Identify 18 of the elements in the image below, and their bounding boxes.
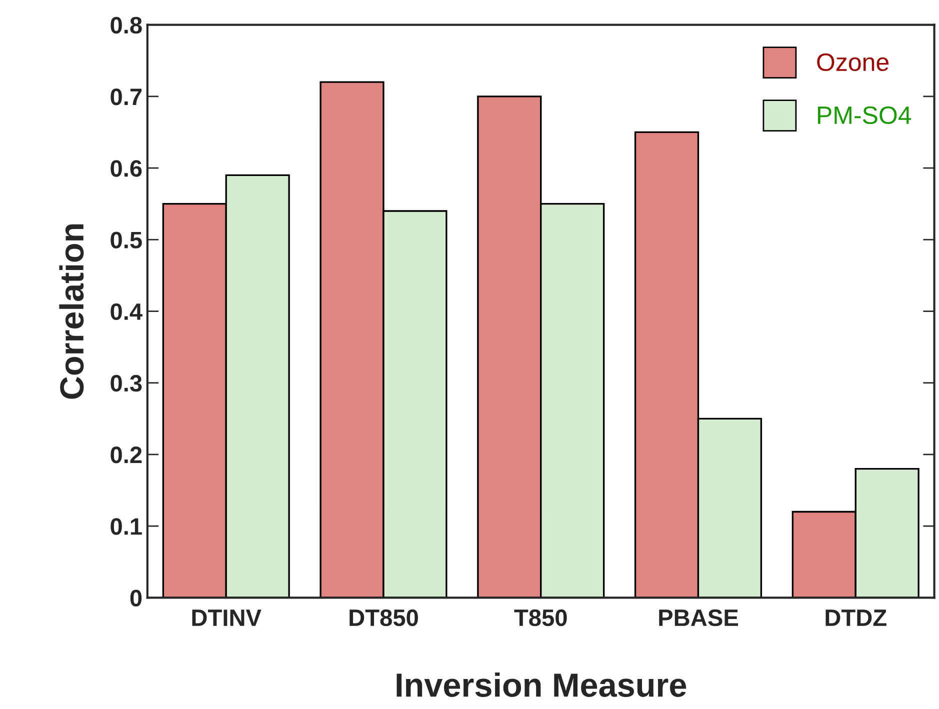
- legend-label: PM-SO4: [818, 106, 912, 124]
- y-tick-label: 0.6: [110, 160, 142, 177]
- y-tick-label: 0.8: [110, 16, 142, 34]
- y-tick-label: 0.2: [110, 446, 142, 464]
- x-tick-label: T850: [514, 609, 567, 626]
- x-tick-label: DTDZ: [826, 610, 886, 626]
- y-tick-label: 0: [130, 590, 142, 606]
- y-tick-label: 0.7: [110, 88, 142, 106]
- legend-label: Ozone: [817, 53, 889, 72]
- x-tick-label: DT850: [350, 609, 418, 626]
- y-axis-title: Correlation: [59, 224, 84, 399]
- y-tick-label: 0.4: [110, 303, 142, 320]
- x-tick-label: PBASE: [659, 609, 738, 626]
- y-tick-label: 0.3: [110, 374, 142, 392]
- y-tick-label: 0.5: [110, 232, 142, 248]
- x-axis-title: Inversion Measure: [396, 672, 686, 697]
- x-tick-label: DTINV: [192, 610, 262, 626]
- y-tick-label: 0.1: [110, 518, 142, 535]
